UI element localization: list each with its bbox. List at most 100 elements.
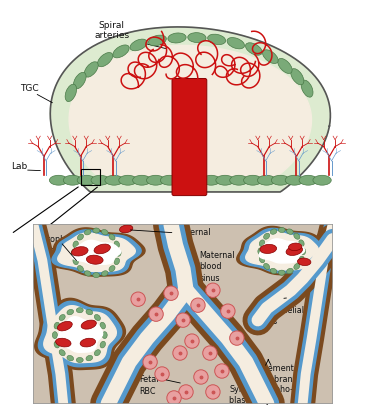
Text: Basement
membrane: Basement membrane bbox=[253, 364, 298, 384]
Ellipse shape bbox=[313, 175, 331, 185]
FancyBboxPatch shape bbox=[172, 78, 207, 195]
Ellipse shape bbox=[299, 240, 304, 246]
Ellipse shape bbox=[67, 355, 74, 361]
Ellipse shape bbox=[299, 175, 317, 185]
Ellipse shape bbox=[173, 346, 187, 360]
Ellipse shape bbox=[203, 346, 217, 360]
Text: Syncytiotropho-
blast bilayer: Syncytiotropho- blast bilayer bbox=[229, 386, 294, 406]
Bar bbox=[81, 169, 100, 185]
Ellipse shape bbox=[149, 307, 163, 322]
Polygon shape bbox=[48, 228, 145, 276]
Ellipse shape bbox=[119, 225, 133, 233]
Ellipse shape bbox=[97, 53, 113, 67]
Ellipse shape bbox=[298, 258, 311, 266]
Ellipse shape bbox=[85, 230, 91, 235]
Ellipse shape bbox=[146, 175, 165, 185]
Polygon shape bbox=[72, 240, 121, 264]
Ellipse shape bbox=[174, 175, 193, 185]
Ellipse shape bbox=[76, 308, 83, 313]
Ellipse shape bbox=[179, 385, 193, 399]
Ellipse shape bbox=[94, 315, 100, 321]
Ellipse shape bbox=[208, 34, 226, 44]
Ellipse shape bbox=[131, 292, 145, 306]
Ellipse shape bbox=[227, 38, 244, 49]
Ellipse shape bbox=[100, 341, 105, 348]
Polygon shape bbox=[44, 306, 116, 363]
Text: Fetal
RBC: Fetal RBC bbox=[139, 375, 159, 396]
Text: TGC: TGC bbox=[20, 84, 39, 93]
Ellipse shape bbox=[216, 175, 234, 185]
Ellipse shape bbox=[105, 175, 123, 185]
Ellipse shape bbox=[78, 234, 83, 240]
Ellipse shape bbox=[230, 175, 248, 185]
Ellipse shape bbox=[65, 84, 76, 102]
Ellipse shape bbox=[109, 234, 115, 240]
Ellipse shape bbox=[291, 69, 304, 85]
Ellipse shape bbox=[114, 241, 120, 248]
Polygon shape bbox=[35, 298, 126, 370]
Ellipse shape bbox=[257, 175, 276, 185]
Ellipse shape bbox=[85, 271, 91, 276]
Ellipse shape bbox=[264, 233, 270, 239]
Ellipse shape bbox=[113, 45, 129, 58]
Ellipse shape bbox=[278, 58, 292, 73]
Ellipse shape bbox=[149, 35, 166, 46]
Ellipse shape bbox=[286, 246, 303, 255]
Ellipse shape bbox=[56, 338, 71, 347]
Ellipse shape bbox=[63, 175, 82, 185]
Polygon shape bbox=[240, 228, 324, 273]
Ellipse shape bbox=[176, 313, 190, 327]
Ellipse shape bbox=[262, 50, 278, 64]
Ellipse shape bbox=[230, 331, 244, 345]
Ellipse shape bbox=[74, 72, 86, 89]
Ellipse shape bbox=[168, 33, 186, 43]
Ellipse shape bbox=[116, 249, 121, 256]
Ellipse shape bbox=[102, 332, 107, 339]
Ellipse shape bbox=[100, 322, 105, 329]
Ellipse shape bbox=[93, 228, 100, 233]
Text: Maternal
RBC: Maternal RBC bbox=[176, 228, 211, 248]
Ellipse shape bbox=[78, 266, 83, 272]
Ellipse shape bbox=[132, 175, 151, 185]
Text: Lab: Lab bbox=[11, 162, 27, 171]
Ellipse shape bbox=[91, 175, 109, 185]
Ellipse shape bbox=[278, 227, 285, 233]
Polygon shape bbox=[246, 231, 318, 270]
Ellipse shape bbox=[94, 244, 111, 254]
Polygon shape bbox=[237, 226, 328, 275]
Ellipse shape bbox=[294, 233, 300, 239]
Polygon shape bbox=[69, 45, 311, 175]
Ellipse shape bbox=[49, 175, 68, 185]
Ellipse shape bbox=[114, 258, 120, 265]
Ellipse shape bbox=[287, 229, 293, 234]
Ellipse shape bbox=[288, 243, 302, 251]
Ellipse shape bbox=[202, 175, 220, 185]
Ellipse shape bbox=[93, 273, 100, 278]
Ellipse shape bbox=[52, 332, 57, 339]
Ellipse shape bbox=[109, 266, 115, 272]
Polygon shape bbox=[52, 230, 141, 274]
Ellipse shape bbox=[94, 350, 100, 356]
Ellipse shape bbox=[143, 355, 157, 369]
Ellipse shape bbox=[206, 385, 220, 399]
Ellipse shape bbox=[101, 271, 108, 276]
Ellipse shape bbox=[285, 175, 303, 185]
Ellipse shape bbox=[101, 230, 108, 235]
Ellipse shape bbox=[301, 80, 313, 97]
Ellipse shape bbox=[167, 391, 181, 405]
Ellipse shape bbox=[71, 247, 88, 256]
Ellipse shape bbox=[194, 370, 208, 384]
Ellipse shape bbox=[77, 175, 96, 185]
Ellipse shape bbox=[188, 33, 206, 42]
Ellipse shape bbox=[206, 283, 220, 297]
Ellipse shape bbox=[80, 338, 96, 347]
Ellipse shape bbox=[155, 367, 169, 381]
Ellipse shape bbox=[271, 175, 290, 185]
Ellipse shape bbox=[260, 244, 277, 253]
Text: Fetal
endothelial
cells: Fetal endothelial cells bbox=[259, 295, 304, 326]
Ellipse shape bbox=[73, 258, 78, 265]
Ellipse shape bbox=[258, 248, 263, 255]
Ellipse shape bbox=[300, 248, 306, 255]
Ellipse shape bbox=[54, 322, 59, 329]
Polygon shape bbox=[50, 27, 330, 192]
